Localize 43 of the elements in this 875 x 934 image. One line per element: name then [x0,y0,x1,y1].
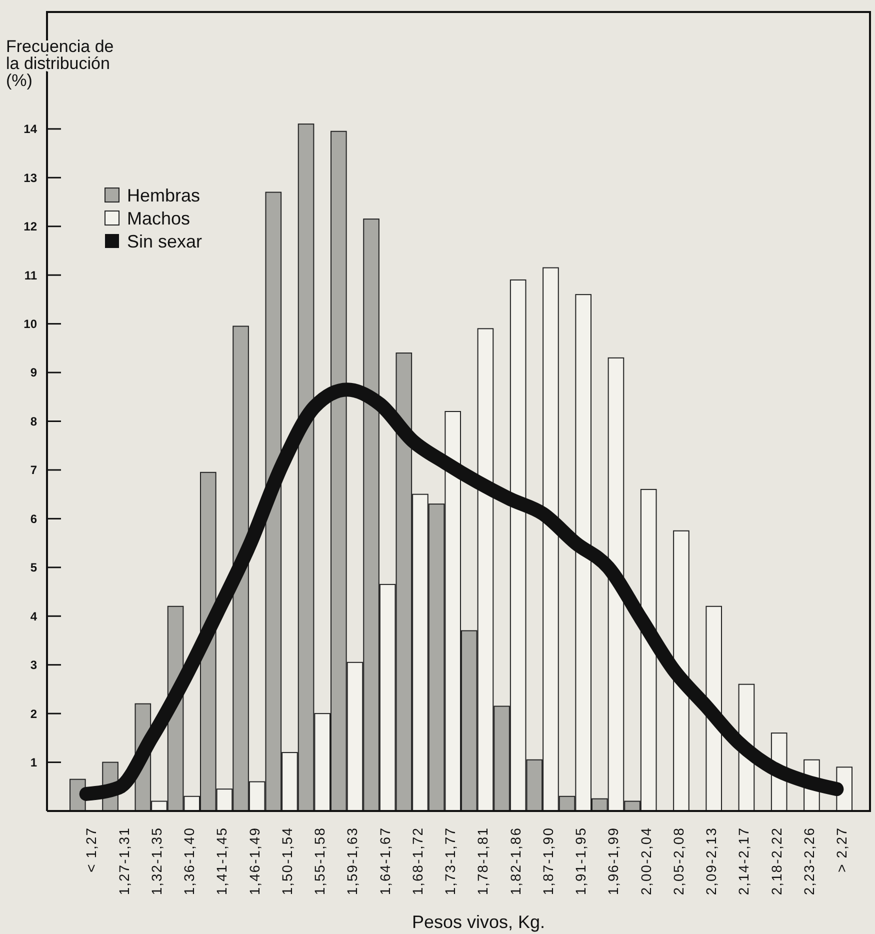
y-tick-label: 14 [24,122,38,136]
x-tick-label: 1,46-1,49 [246,827,262,896]
legend-label: Machos [127,208,190,228]
y-tick-label: 10 [24,317,38,332]
bar [673,530,690,812]
y-tick-label: 8 [30,414,38,428]
x-tick-label: 1,41-1,45 [214,827,230,896]
x-tick-label: 2,00-2,04 [638,827,654,896]
y-tick-label: 7 [30,463,38,478]
x-axis-title: Pesos vivos, Kg. [412,912,546,932]
x-tick-label: < 1,27 [83,827,100,872]
x-tick-label: 1,82-1,86 [507,827,524,896]
y-tick-label: 11 [24,268,38,282]
x-tick-label: 1,73-1,77 [442,827,458,896]
x-tick-label: > 2,27 [834,827,850,872]
y-tick-label: 3 [30,658,38,672]
legend-label: Sin sexar [127,231,202,252]
legend-label: Hembras [127,185,200,206]
y-tick-label: 1 [30,755,38,770]
y-tick-label: 4 [30,609,38,624]
x-tick-label: 1,68-1,72 [409,827,426,896]
y-tick-label: 6 [30,512,38,526]
y-tick-label: 9 [30,366,38,380]
x-tick-label: 1,87-1,90 [540,827,556,896]
x-tick-label: 1,59-1,63 [344,827,360,896]
x-tick-label: 1,36-1,40 [181,827,198,896]
x-tick-label: 1,96-1,99 [605,827,622,896]
x-tick-label: 1,50-1,54 [278,827,295,896]
x-tick-label: 1,91-1,95 [572,827,589,896]
x-tick-label: 1,64-1,67 [376,827,393,896]
x-tick-label: 1,27-1,31 [116,827,132,896]
x-tick-label: 2,14-2,17 [736,827,752,896]
x-tick-label: 1,55-1,58 [312,827,328,896]
x-tick-label: 2,23-2,26 [800,827,817,896]
x-tick-label: 1,32-1,35 [148,827,164,896]
y-tick-label: 2 [30,706,38,721]
x-tick-label: 1,78-1,81 [474,827,491,896]
x-tick-label: 2,09-2,13 [703,827,720,896]
x-tick-label: 2,05-2,08 [670,827,686,896]
y-tick-label: 12 [24,220,38,234]
y-tick-label: 13 [24,170,38,185]
x-tick-label: 2,18-2,22 [768,827,784,896]
y-tick-label: 5 [30,560,38,575]
